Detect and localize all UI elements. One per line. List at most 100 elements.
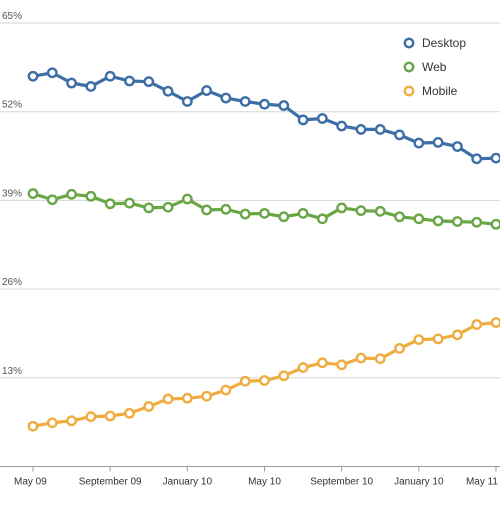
legend-item-desktop: Desktop — [403, 36, 466, 50]
data-point — [66, 415, 77, 427]
data-point — [259, 375, 270, 386]
data-point — [239, 96, 251, 107]
data-point — [452, 141, 463, 152]
data-point — [104, 198, 116, 210]
data-point — [27, 70, 39, 82]
y-tick-label: 39% — [2, 188, 22, 199]
data-point — [374, 353, 386, 365]
data-point — [374, 205, 386, 217]
data-point — [432, 137, 444, 148]
data-point — [124, 75, 135, 87]
legend-item-mobile: Mobile — [403, 84, 458, 98]
data-point — [336, 359, 348, 371]
y-tick-label: 52% — [2, 100, 22, 111]
legend-marker — [403, 61, 415, 73]
data-point — [316, 213, 328, 225]
data-point — [452, 329, 463, 341]
data-point — [432, 333, 444, 345]
data-point — [85, 411, 97, 423]
x-axis-ticks: May 09 September 09 January 10 May 10 Septem… — [14, 466, 498, 488]
data-point — [239, 208, 251, 220]
data-point — [413, 213, 425, 225]
y-tick-label: 26% — [2, 277, 22, 288]
data-point — [413, 334, 425, 345]
data-point — [201, 85, 213, 96]
x-tick-label: January 10 — [163, 477, 213, 488]
data-point — [46, 417, 58, 429]
data-point — [27, 420, 39, 432]
data-point — [143, 76, 155, 88]
data-point — [143, 401, 155, 412]
data-point — [220, 92, 232, 104]
x-tick-label: September 09 — [79, 477, 142, 488]
data-point — [162, 201, 174, 213]
data-point — [181, 193, 193, 205]
data-point — [316, 357, 328, 369]
legend-marker — [403, 37, 415, 49]
data-point — [124, 407, 135, 419]
data-point — [201, 204, 213, 216]
x-tick-label: May 11 — [466, 477, 498, 488]
y-tick-label: 65% — [2, 11, 22, 22]
data-point — [452, 216, 463, 227]
data-point — [413, 137, 425, 149]
data-point — [104, 70, 116, 82]
data-point — [181, 392, 193, 404]
data-point — [278, 100, 290, 111]
data-point — [355, 205, 367, 217]
series-desktop — [27, 67, 500, 165]
data-point — [259, 207, 270, 219]
data-point — [124, 197, 135, 209]
x-tick-label: September 10 — [310, 477, 373, 488]
y-axis-ticks: 13% 26% 39% 52% 65% — [2, 11, 22, 377]
data-point — [201, 390, 213, 402]
data-point — [66, 188, 77, 200]
data-point — [471, 319, 483, 330]
data-point — [278, 370, 290, 382]
legend-label: Desktop — [422, 36, 466, 50]
data-point — [394, 211, 405, 223]
data-point — [394, 343, 405, 354]
data-point — [316, 113, 328, 124]
legend-label: Web — [422, 60, 447, 74]
data-point — [336, 120, 348, 132]
data-point — [162, 393, 174, 405]
data-point — [297, 114, 309, 126]
series-mobile — [27, 317, 500, 432]
data-point — [27, 188, 39, 199]
data-point — [104, 410, 116, 422]
data-point — [336, 202, 348, 214]
data-point — [297, 362, 309, 373]
data-point — [394, 129, 405, 141]
data-point — [471, 216, 483, 228]
data-point — [239, 375, 251, 387]
data-point — [432, 215, 444, 227]
data-point — [85, 81, 97, 92]
legend-item-web: Web — [403, 60, 447, 74]
data-point — [471, 153, 483, 165]
data-point — [355, 124, 367, 135]
x-tick-label: May 09 — [14, 477, 47, 488]
y-tick-label: 13% — [2, 366, 22, 377]
data-point — [355, 352, 367, 364]
data-point — [490, 218, 500, 230]
data-point — [46, 194, 58, 206]
series-line — [31, 320, 498, 428]
data-point — [259, 98, 270, 110]
data-point — [162, 85, 174, 97]
data-point — [374, 124, 386, 135]
data-point — [490, 152, 500, 164]
data-point — [220, 203, 232, 215]
data-point — [181, 96, 193, 107]
data-point — [143, 202, 155, 214]
data-point — [220, 384, 232, 396]
gridlines — [0, 22, 500, 467]
series-layer — [27, 67, 500, 432]
x-tick-label: May 10 — [248, 477, 281, 488]
series-web — [27, 188, 500, 230]
data-point — [46, 67, 58, 79]
x-tick-label: January 10 — [394, 477, 444, 488]
legend-marker — [403, 85, 415, 97]
data-point — [490, 317, 500, 328]
